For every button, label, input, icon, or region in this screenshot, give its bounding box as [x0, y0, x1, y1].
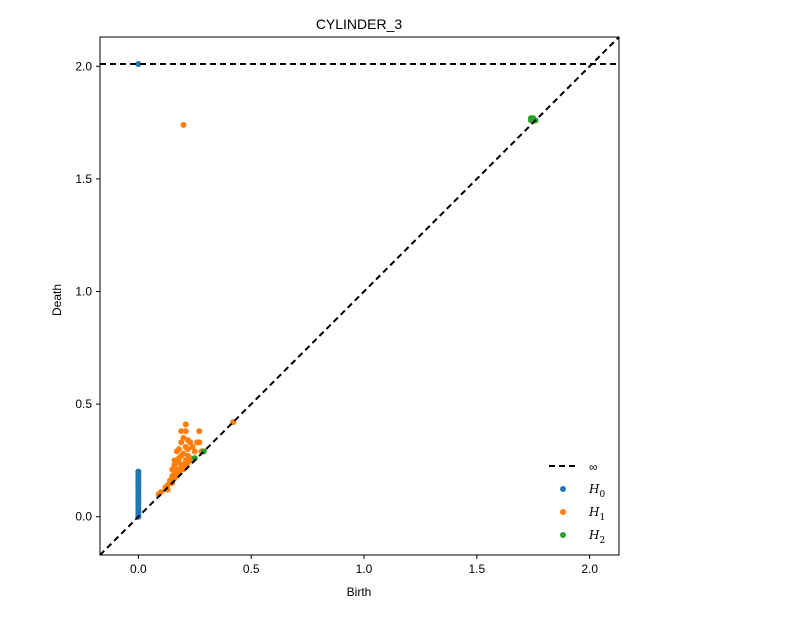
point-h1	[171, 457, 178, 464]
point-h0	[135, 468, 142, 475]
point-h1	[171, 475, 178, 482]
point-h1	[185, 459, 192, 466]
y-tick-label: 1.5	[75, 172, 92, 186]
point-h1	[173, 448, 180, 455]
point-h2	[530, 115, 537, 122]
point-h1	[180, 434, 187, 441]
point-h1	[178, 439, 185, 446]
point-h1	[175, 468, 182, 475]
legend-subscript: 1	[599, 513, 605, 523]
point-h1	[191, 448, 198, 455]
point-h1	[185, 446, 192, 453]
point-h0	[135, 61, 142, 68]
y-axis: 0.0 0.5 1.0 1.5 2.0	[75, 59, 100, 524]
x-axis-label: Birth	[347, 585, 372, 599]
legend: ∞ H0 H1 H2	[549, 460, 605, 546]
point-h1	[171, 461, 178, 468]
y-tick-label: 0.5	[75, 397, 92, 411]
point-h1	[178, 428, 185, 435]
legend-marker-h1	[560, 509, 566, 515]
point-h1	[180, 121, 187, 128]
x-tick-label: 0.5	[243, 562, 260, 576]
point-h1	[182, 421, 189, 428]
legend-label-h0: H0	[588, 482, 605, 500]
y-tick-label: 0.0	[75, 510, 92, 524]
legend-label-h1: H1	[588, 505, 605, 523]
point-h1	[187, 439, 194, 446]
point-h1	[175, 459, 182, 466]
point-h1	[189, 443, 196, 450]
point-h1	[196, 439, 203, 446]
chart-title: CYLINDER_3	[316, 16, 403, 32]
x-axis: 0.0 0.5 1.0 1.5 2.0	[130, 555, 598, 576]
legend-subscript: 0	[599, 490, 605, 500]
legend-subscript: 2	[599, 536, 605, 546]
legend-label-h2: H2	[588, 528, 605, 546]
legend-infinity-label: ∞	[589, 460, 598, 474]
point-h1	[182, 428, 189, 435]
legend-marker-h2	[560, 532, 566, 538]
x-tick-label: 2.0	[581, 562, 598, 576]
point-h1	[175, 455, 182, 462]
x-tick-label: 1.5	[468, 562, 485, 576]
diagonal-line	[100, 37, 619, 555]
x-tick-label: 0.0	[130, 562, 147, 576]
legend-marker-h0	[560, 486, 566, 492]
x-tick-label: 1.0	[356, 562, 373, 576]
y-tick-label: 1.0	[75, 284, 92, 298]
plot-frame	[99, 36, 620, 556]
point-h1	[180, 466, 187, 473]
y-axis-label: Death	[50, 284, 64, 316]
plot-area	[100, 37, 619, 555]
point-h1	[169, 466, 176, 473]
point-h1	[196, 428, 203, 435]
y-tick-label: 2.0	[75, 59, 92, 73]
